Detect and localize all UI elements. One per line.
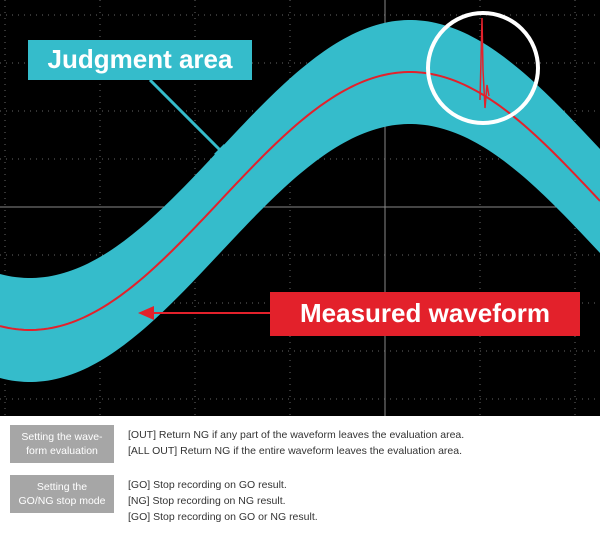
arrow-head bbox=[214, 144, 232, 162]
setting-description: [ALL OUT] Return NG if the entire wavefo… bbox=[128, 445, 462, 457]
setting-label: Setting the bbox=[37, 481, 87, 493]
setting-label: form evaluation bbox=[26, 445, 98, 457]
setting-description: [GO] Stop recording on GO or NG result. bbox=[128, 511, 318, 523]
settings-panel: Setting the wave-form evaluation [OUT] Re… bbox=[10, 425, 464, 523]
arrow-head bbox=[138, 306, 154, 320]
setting-label-box bbox=[10, 475, 114, 513]
callout-box bbox=[270, 292, 580, 336]
highlight-circle bbox=[426, 11, 540, 125]
setting-description: [NG] Stop recording on NG result. bbox=[128, 495, 286, 507]
callout-text: Judgment area bbox=[48, 44, 233, 74]
setting-label: Setting the wave- bbox=[21, 431, 103, 443]
setting-description: [OUT] Return NG if any part of the wavef… bbox=[128, 429, 464, 441]
setting-label-box bbox=[10, 425, 114, 463]
spike bbox=[479, 17, 490, 109]
callout-text: Measured waveform bbox=[300, 298, 550, 328]
setting-label: GO/NG stop mode bbox=[19, 495, 106, 507]
setting-description: [GO] Stop recording on GO result. bbox=[128, 479, 287, 491]
callout-box bbox=[28, 40, 252, 80]
measured-wave bbox=[0, 71, 600, 331]
arrow-line bbox=[148, 78, 224, 154]
